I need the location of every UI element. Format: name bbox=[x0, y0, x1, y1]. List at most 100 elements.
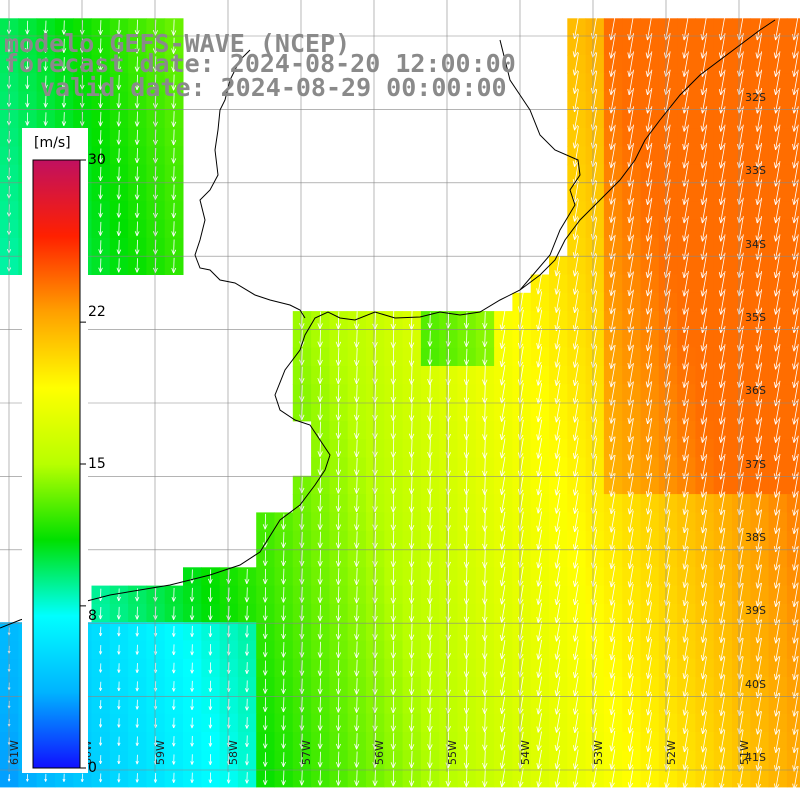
wind-arrow bbox=[61, 38, 67, 53]
wind-arrow bbox=[645, 106, 653, 132]
wind-arrow bbox=[536, 584, 542, 605]
wind-arrow bbox=[609, 106, 616, 132]
wind-arrow bbox=[98, 203, 103, 218]
wind-arrow bbox=[208, 680, 213, 692]
wind-arrow bbox=[390, 512, 397, 531]
wind-arrow bbox=[134, 148, 140, 164]
wind-arrow bbox=[299, 366, 305, 384]
wind-arrow bbox=[244, 569, 250, 585]
wind-arrow bbox=[664, 472, 671, 498]
wind-arrow bbox=[700, 583, 707, 607]
wind-arrow bbox=[499, 420, 506, 441]
wind-arrow bbox=[554, 254, 561, 277]
wind-arrow bbox=[208, 644, 213, 656]
wind-arrow bbox=[518, 639, 524, 660]
wind-arrow bbox=[317, 733, 323, 750]
wind-arrow bbox=[299, 513, 305, 530]
wind-arrow bbox=[61, 20, 67, 35]
wind-arrow bbox=[554, 364, 561, 386]
wind-arrow bbox=[463, 732, 470, 751]
wind-arrow bbox=[755, 619, 762, 644]
wind-arrow bbox=[317, 384, 323, 403]
wind-arrow bbox=[572, 676, 579, 697]
wind-arrow bbox=[171, 111, 177, 127]
title-forecast-date: forecast date: 2024-08-20 12:00:00 bbox=[4, 49, 516, 78]
wind-arrow bbox=[572, 639, 579, 660]
wind-arrow bbox=[463, 330, 470, 347]
wind-arrow bbox=[609, 657, 616, 679]
wind-arrow bbox=[718, 51, 726, 77]
wind-arrow bbox=[755, 197, 763, 224]
wind-arrow bbox=[98, 240, 103, 255]
wind-arrow bbox=[408, 604, 415, 623]
wind-arrow bbox=[245, 698, 249, 711]
wind-arrow bbox=[609, 88, 616, 114]
wind-arrow bbox=[645, 362, 653, 388]
wind-arrow bbox=[792, 33, 799, 59]
wind-arrow bbox=[335, 568, 342, 585]
wind-arrow bbox=[116, 166, 122, 182]
wind-arrow bbox=[572, 566, 579, 587]
wind-arrow bbox=[463, 348, 470, 366]
wind-arrow bbox=[408, 310, 415, 330]
wind-arrow bbox=[572, 492, 579, 514]
wind-arrow bbox=[408, 402, 415, 422]
wind-arrow bbox=[408, 347, 415, 367]
wind-arrow bbox=[773, 344, 781, 370]
wind-arrow bbox=[609, 584, 616, 606]
wind-arrow bbox=[755, 307, 763, 334]
wind-arrow bbox=[499, 456, 506, 477]
lon-label: 52W bbox=[665, 740, 678, 765]
wind-arrow bbox=[645, 69, 653, 96]
wind-arrow bbox=[645, 234, 653, 260]
wind-arrow bbox=[98, 681, 103, 691]
wind-arrow bbox=[682, 33, 689, 59]
wind-arrow bbox=[408, 494, 415, 513]
wind-arrow bbox=[117, 736, 121, 746]
wind-arrow bbox=[299, 605, 305, 622]
wind-arrow bbox=[536, 273, 543, 295]
wind-arrow bbox=[172, 681, 176, 692]
wind-arrow bbox=[98, 221, 103, 236]
wind-arrow bbox=[627, 620, 634, 643]
wind-arrow bbox=[664, 344, 671, 370]
wind-arrow bbox=[408, 622, 415, 641]
wind-arrow bbox=[98, 607, 103, 620]
wind-arrow bbox=[25, 75, 30, 90]
wind-arrow bbox=[718, 270, 726, 297]
wind-arrow bbox=[609, 33, 616, 59]
wind-arrow bbox=[773, 33, 781, 59]
wind-arrow bbox=[281, 532, 287, 548]
wind-arrow bbox=[317, 311, 323, 330]
wind-arrow bbox=[718, 307, 726, 334]
wind-arrow bbox=[572, 657, 579, 679]
wind-arrow bbox=[482, 750, 488, 769]
wind-arrow bbox=[98, 56, 103, 72]
wind-arrow bbox=[536, 676, 542, 697]
wind-arrow bbox=[354, 568, 360, 586]
wind-arrow bbox=[700, 325, 708, 352]
wind-arrow bbox=[536, 493, 543, 514]
wind-arrow bbox=[190, 772, 194, 784]
wind-arrow bbox=[98, 663, 103, 673]
wind-arrow bbox=[317, 568, 323, 585]
wind-arrow bbox=[390, 549, 397, 568]
wind-arrow bbox=[335, 513, 342, 531]
wind-arrow bbox=[335, 714, 341, 731]
wind-arrow bbox=[718, 252, 726, 279]
wind-arrow bbox=[518, 695, 524, 715]
wind-arrow bbox=[408, 365, 415, 385]
wind-arrow bbox=[427, 695, 433, 714]
wind-arrow bbox=[262, 605, 268, 621]
wind-arrow bbox=[609, 344, 616, 369]
wind-arrow bbox=[755, 491, 762, 516]
wind-arrow bbox=[591, 345, 598, 368]
wind-arrow bbox=[682, 252, 689, 279]
wind-arrow bbox=[645, 161, 653, 187]
wind-arrow bbox=[61, 93, 67, 108]
lat-label: 40S bbox=[745, 678, 766, 691]
lat-label: 37S bbox=[745, 458, 766, 471]
wind-arrow bbox=[718, 142, 726, 169]
wind-arrow bbox=[718, 399, 726, 425]
wind-arrow bbox=[627, 436, 634, 461]
